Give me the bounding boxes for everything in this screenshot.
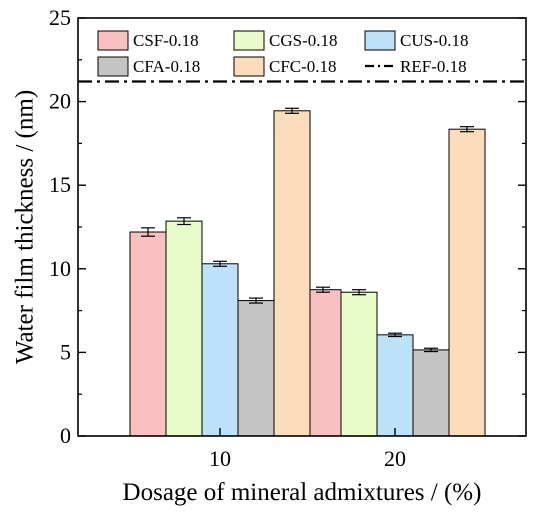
bar-csf-0.18-20: [304, 289, 342, 437]
error-bar-cus-0.18-20: [388, 332, 402, 338]
bar-cgs-0.18-10: [165, 220, 203, 437]
legend-swatch-cfa-0.18: [97, 56, 129, 77]
x-axis-title: Dosage of mineral admixtures / (%): [123, 479, 482, 506]
legend: CSF-0.18 CGS-0.18 CUS-0.18 CFA-0.18 CFC-0.18…: [97, 30, 468, 77]
error-bar-cgs-0.18-20: [352, 289, 366, 296]
error-bar-cfa-0.18-10: [249, 297, 263, 304]
y-tick-label: 5: [60, 339, 71, 364]
error-bar-cfc-0.18-20: [460, 126, 474, 133]
x-tick-label: 20: [384, 446, 406, 471]
bar-cus-0.18-10: [201, 263, 239, 437]
legend-label-csf-0.18: CSF-0.18: [133, 31, 199, 50]
legend-label-cfc-0.18: CFC-0.18: [269, 57, 337, 76]
error-bar-cfa-0.18-20: [424, 347, 438, 353]
legend-label-cus-0.18: CUS-0.18: [400, 31, 468, 50]
legend-swatch-cfc-0.18: [233, 56, 265, 77]
error-bar-cfc-0.18-10: [285, 107, 299, 114]
legend-swatch-cus-0.18: [364, 30, 396, 51]
error-bar-csf-0.18-20: [316, 286, 330, 293]
legend-swatch-csf-0.18: [97, 30, 129, 51]
y-tick-label: 25: [49, 5, 71, 30]
bar-cfc-0.18-20: [448, 128, 486, 437]
error-bar-cus-0.18-10: [213, 260, 227, 267]
y-tick-label: 15: [49, 172, 71, 197]
plot-area: [78, 80, 526, 437]
axes: 0 5 10 15 20 25 10 20: [49, 5, 527, 471]
x-tick-label: 10: [209, 446, 231, 471]
y-axis-title: Water film thickness / (nm): [12, 90, 39, 364]
y-tick-label: 10: [49, 256, 71, 281]
bar-cfc-0.18-10: [273, 110, 311, 437]
legend-swatch-cgs-0.18: [233, 30, 265, 51]
legend-label-cfa-0.18: CFA-0.18: [133, 57, 200, 76]
bar-csf-0.18-10: [129, 231, 167, 437]
legend-label-ref-0.18: REF-0.18: [400, 57, 467, 76]
bar-cus-0.18-20: [376, 334, 414, 437]
y-tick-label: 0: [60, 423, 71, 448]
y-tick-label: 20: [49, 89, 71, 114]
bar-cgs-0.18-20: [340, 291, 378, 437]
error-bar-cgs-0.18-10: [177, 217, 191, 226]
bar-cfa-0.18-20: [412, 349, 450, 437]
bar-cfa-0.18-10: [237, 300, 275, 437]
error-bar-csf-0.18-10: [141, 227, 155, 237]
legend-label-cgs-0.18: CGS-0.18: [269, 31, 337, 50]
